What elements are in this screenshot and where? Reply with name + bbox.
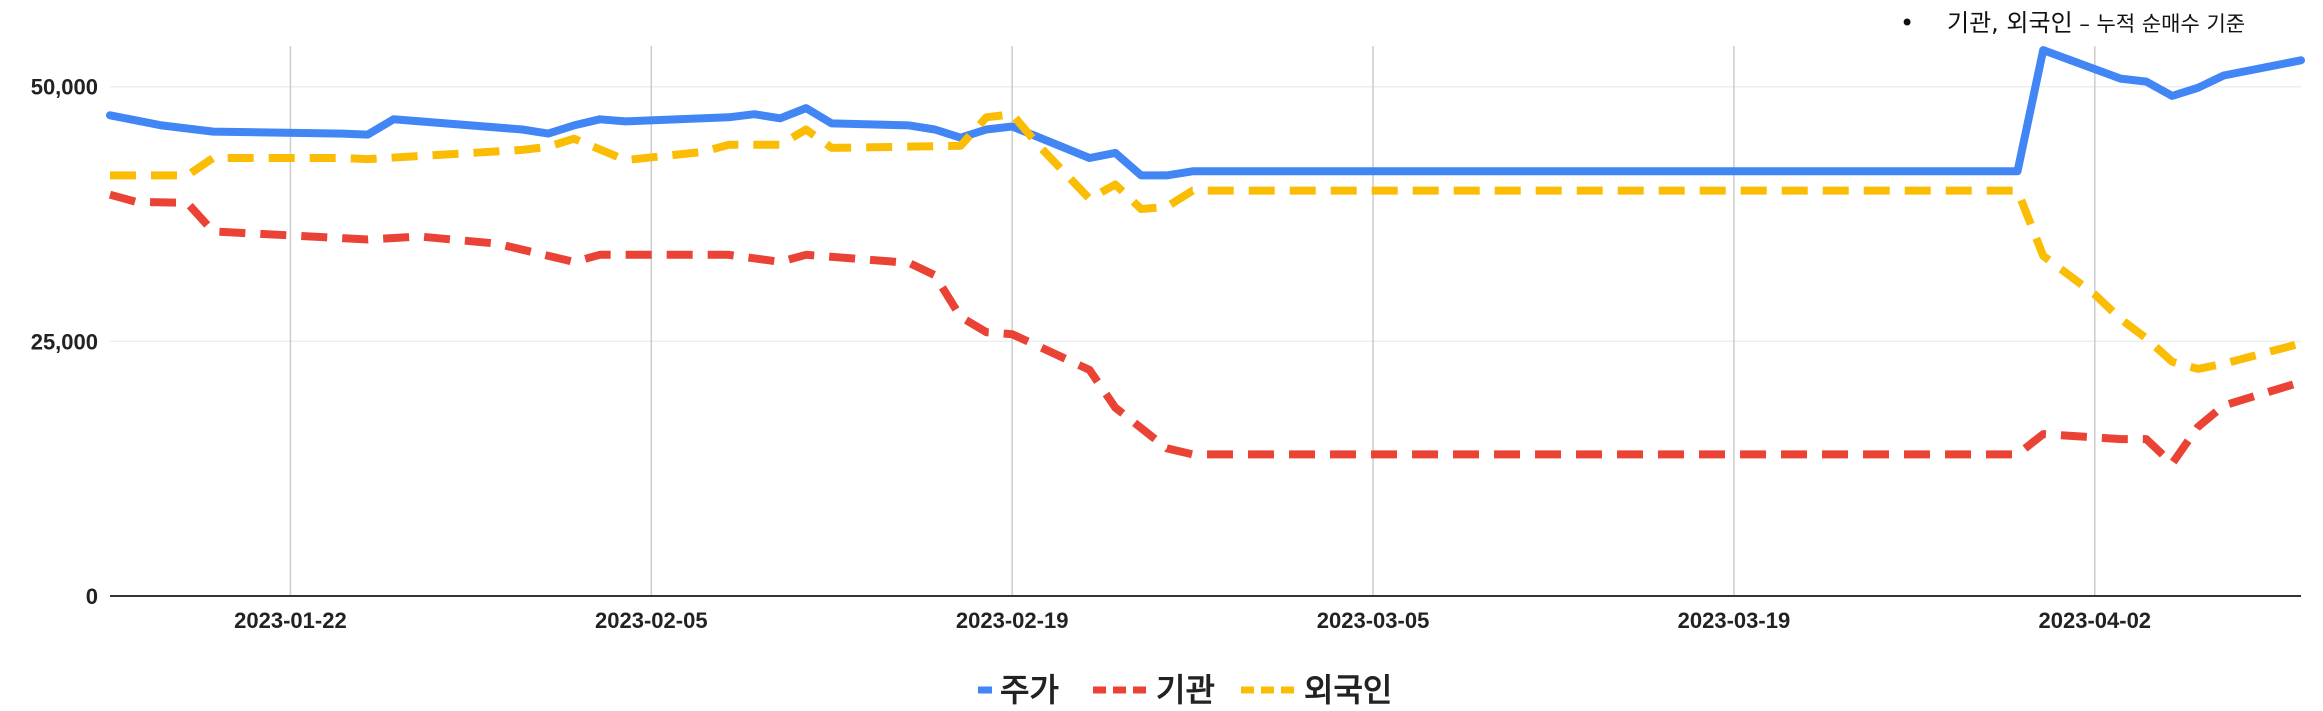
- series-line-1: [108, 190, 2303, 468]
- legend-label: 주가: [1000, 671, 1059, 709]
- y-tick-label: 50,000: [31, 75, 98, 100]
- x-tick-label: 2023-02-05: [595, 608, 708, 633]
- annotation: • 기관, 외국인 – 누적 순매수 기준: [1900, 9, 2245, 37]
- series-line-0: [106, 46, 2305, 180]
- series-layer: [106, 46, 2305, 468]
- tick-label-layer: 0 25,000 50,000 2023-01-22 2023-02-05 2023-02…: [31, 75, 2151, 633]
- x-tick-label: 2023-02-19: [956, 608, 1069, 633]
- x-tick-label: 2023-03-05: [1317, 608, 1430, 633]
- legend-label: 기관: [1156, 671, 1215, 709]
- annotation-main: 기관, 외국인: [1947, 9, 2073, 37]
- legend-label: 외국인: [1304, 671, 1392, 709]
- legend-item: 기관: [1093, 671, 1215, 709]
- annotation-sub: – 누적 순매수 기준: [2073, 12, 2245, 36]
- legend-item: 주가: [978, 671, 1059, 709]
- x-tick-label: 2023-01-22: [234, 608, 347, 633]
- annotation-bullet: •: [1900, 9, 1914, 37]
- grid-layer: [110, 46, 2301, 596]
- legend: 주가 기관 외국인: [978, 671, 1392, 709]
- x-tick-label: 2023-03-19: [1678, 608, 1791, 633]
- y-tick-label: 25,000: [31, 329, 98, 354]
- x-tick-label: 2023-04-02: [2039, 608, 2152, 633]
- y-tick-label: 0: [86, 584, 98, 609]
- series-line-2: [110, 110, 2303, 373]
- annotation-text: 기관, 외국인 – 누적 순매수 기준: [1947, 9, 2245, 37]
- legend-item: 외국인: [1241, 671, 1392, 709]
